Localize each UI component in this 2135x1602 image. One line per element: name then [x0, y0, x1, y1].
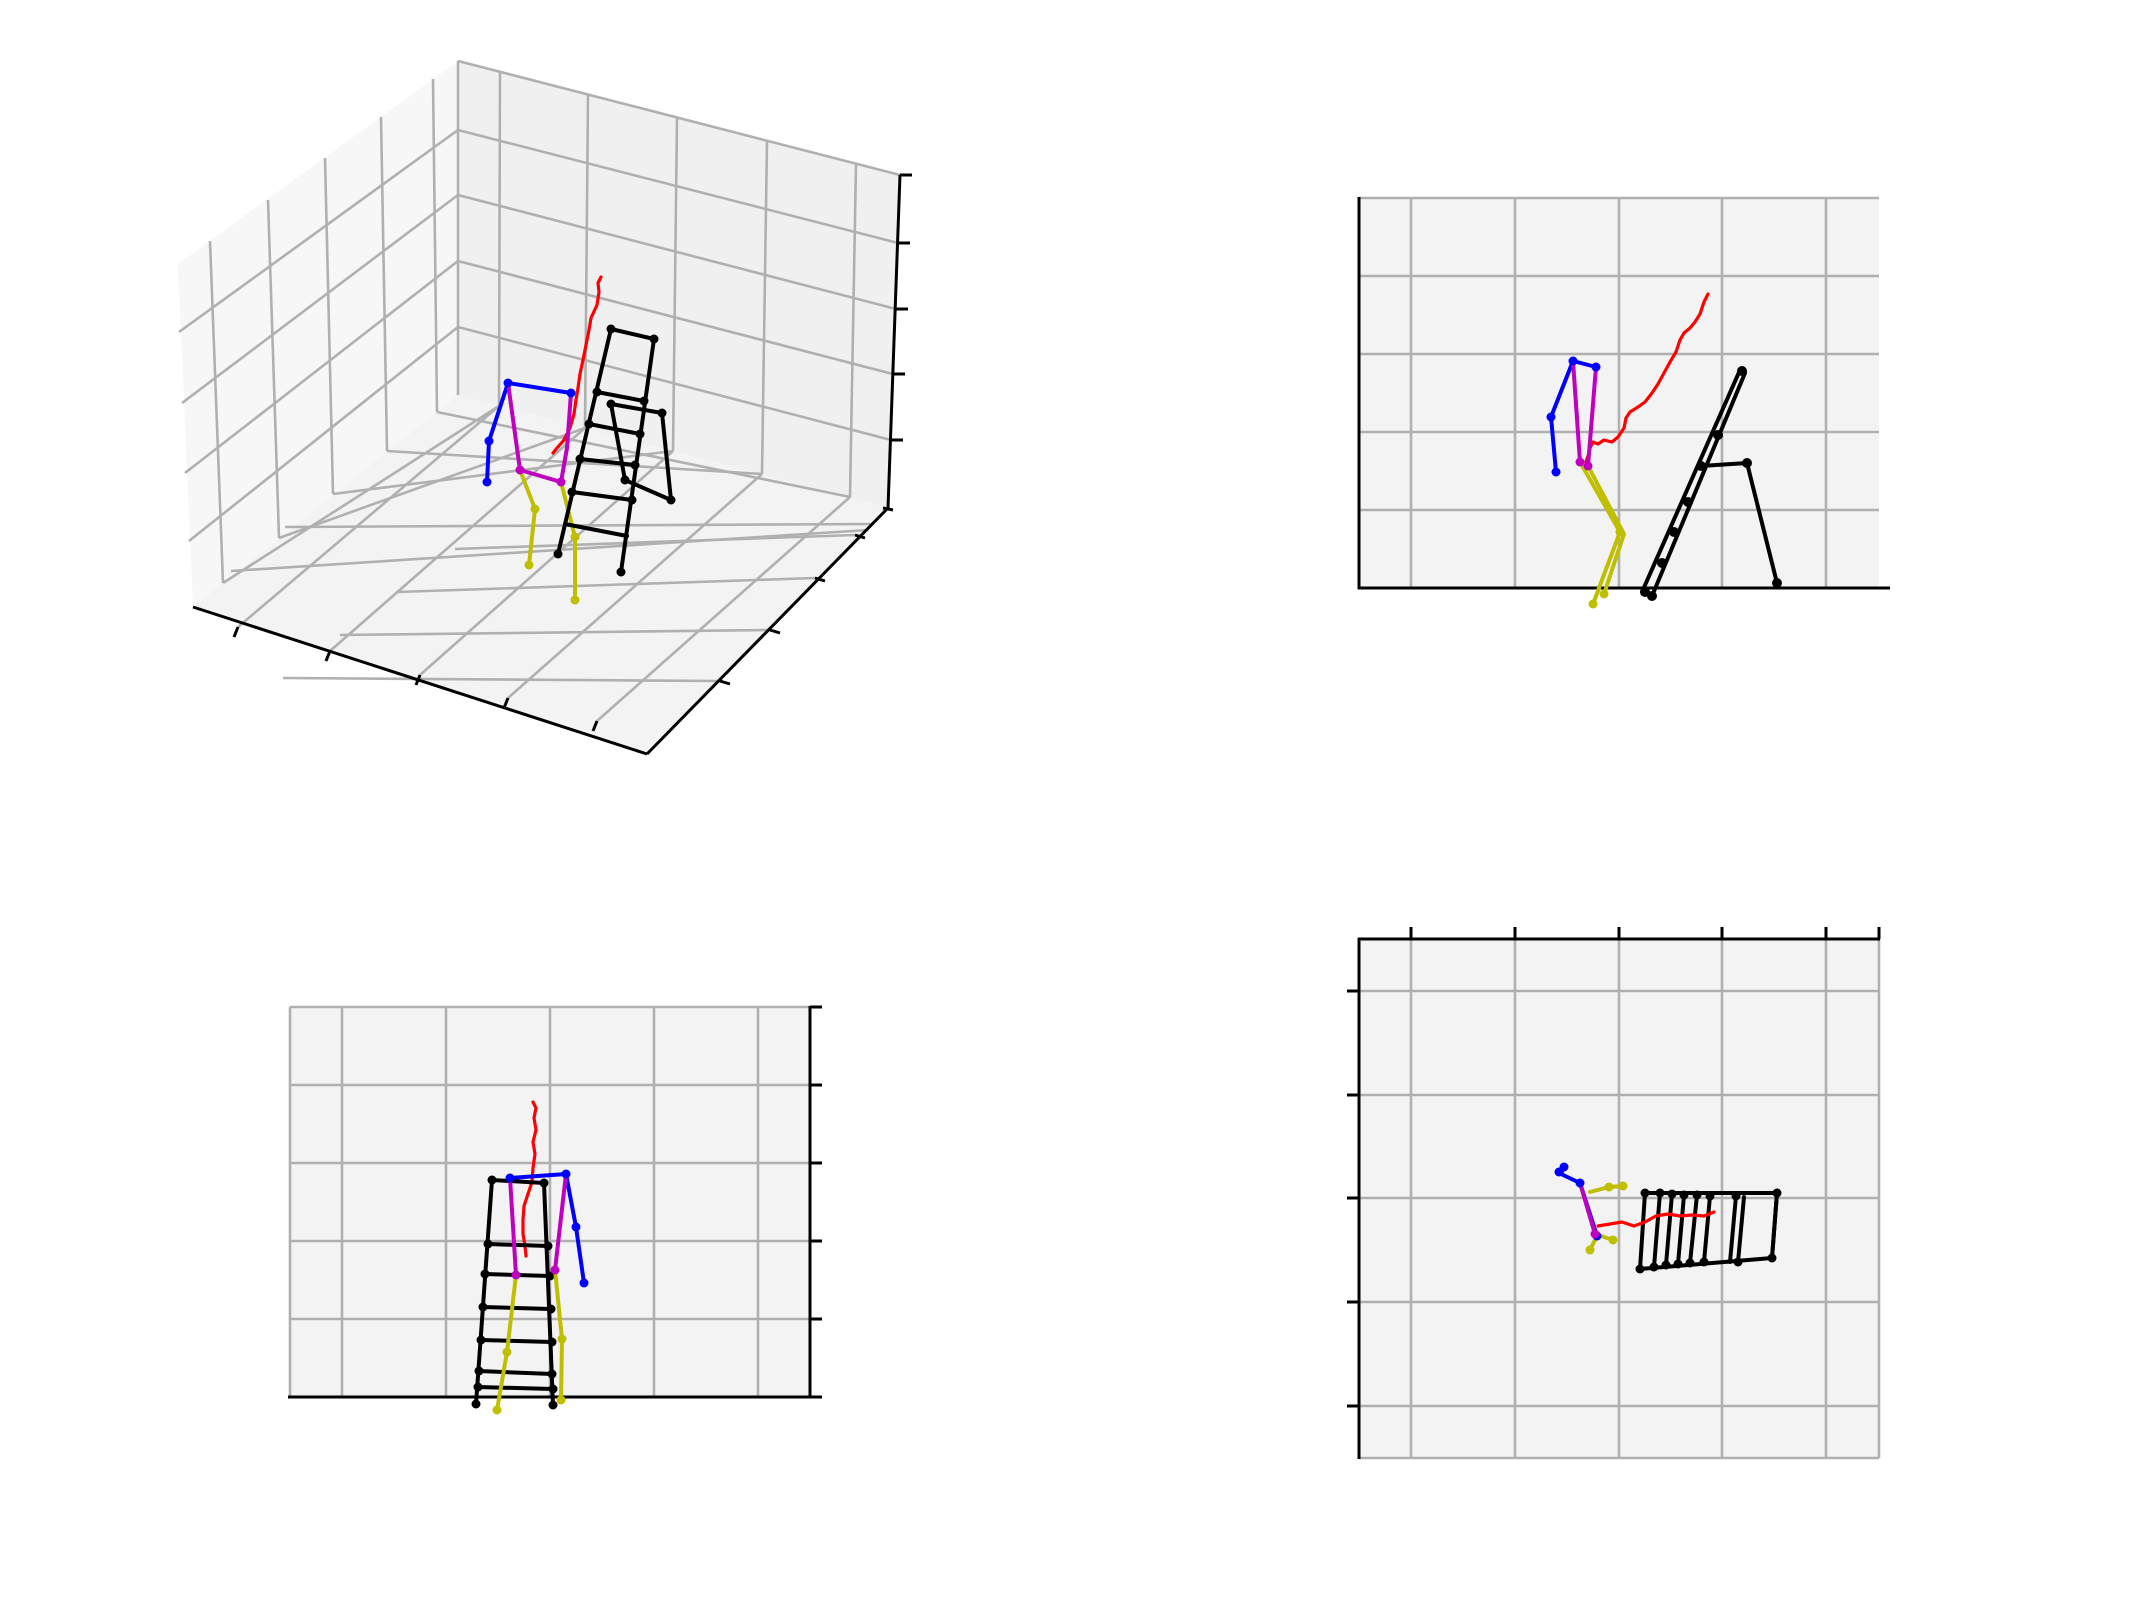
ladder-3d — [553, 324, 676, 577]
human-figure-top — [1554, 1162, 1628, 1255]
human-figure-side — [1546, 356, 1626, 609]
grid-front — [288, 1005, 810, 1397]
motion-trail-top — [1596, 1210, 1716, 1228]
grid-floor — [222, 404, 874, 722]
human-figure-front — [492, 1169, 589, 1415]
panel-top-view — [1347, 927, 1881, 1460]
human-figure-3d — [482, 378, 580, 605]
grid-back-wall — [456, 59, 901, 498]
axes-top — [1347, 927, 1881, 1459]
grid-left-wall — [178, 78, 459, 584]
panel-front-view — [288, 1005, 822, 1415]
motion-trail-side — [1584, 292, 1710, 464]
pane-left-wall — [178, 61, 458, 607]
pane-floor — [193, 395, 888, 754]
torso-right-3d — [559, 391, 573, 484]
shoulder-line-3d — [506, 381, 573, 395]
grid-side — [1359, 196, 1879, 588]
grid-top — [1359, 939, 1881, 1460]
axes-3d — [192, 173, 912, 756]
ladder-top — [1635, 1188, 1782, 1274]
panel-3d-perspective — [178, 59, 912, 756]
axes-side — [1357, 197, 1890, 590]
ladder-side — [1640, 366, 1782, 601]
ladder-front — [471, 1175, 558, 1410]
panel-side-view — [1357, 196, 1890, 609]
